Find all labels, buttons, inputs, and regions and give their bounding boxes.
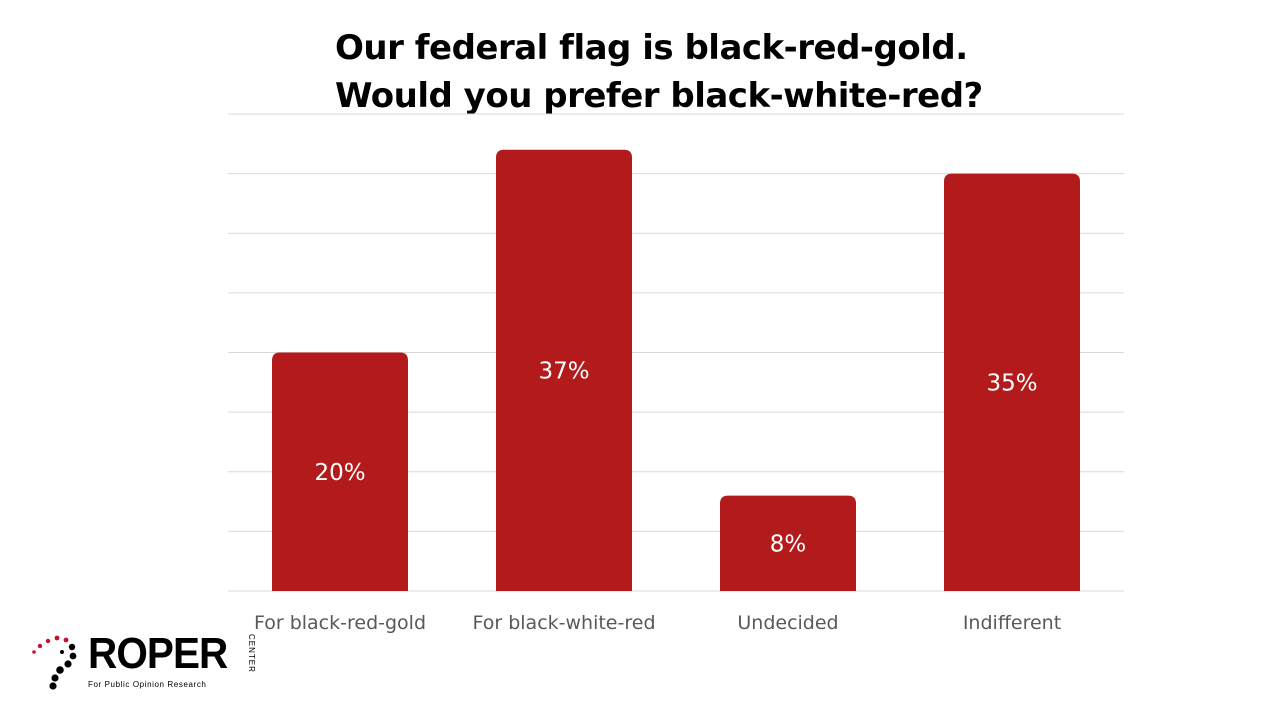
value-labels: 20% 37% 8% 35% [314, 358, 1037, 557]
category-labels: For black-red-gold For black-white-red Und… [254, 612, 1061, 634]
bar-for-black-white-red [496, 149, 632, 591]
roper-logo-mark-icon [32, 635, 77, 690]
data-label: 8% [770, 531, 807, 557]
chart-title-line-1: Our federal flag is black-red-gold. [335, 28, 968, 68]
category-label: For black-red-gold [254, 612, 426, 634]
roper-logo-wordmark: ROPER [88, 629, 228, 678]
bars [272, 149, 1080, 591]
category-label: Undecided [737, 612, 838, 634]
chart-title: Our federal flag is black-red-gold. Woul… [335, 24, 1235, 120]
bar-indifferent [944, 173, 1080, 591]
data-label: 37% [538, 358, 589, 384]
roper-logo: ROPER CENTER For Public Opinion Research [28, 629, 256, 692]
bar-undecided [720, 495, 856, 591]
roper-logo-tagline: For Public Opinion Research [88, 680, 207, 689]
data-label: 20% [314, 460, 365, 486]
category-label: For black-white-red [472, 612, 655, 634]
data-label: 35% [986, 370, 1037, 396]
roper-logo-center-text: CENTER [247, 634, 256, 673]
category-label: Indifferent [963, 612, 1061, 634]
chart-title-line-2: Would you prefer black-white-red? [335, 76, 983, 116]
bar-for-black-red-gold [272, 352, 408, 591]
